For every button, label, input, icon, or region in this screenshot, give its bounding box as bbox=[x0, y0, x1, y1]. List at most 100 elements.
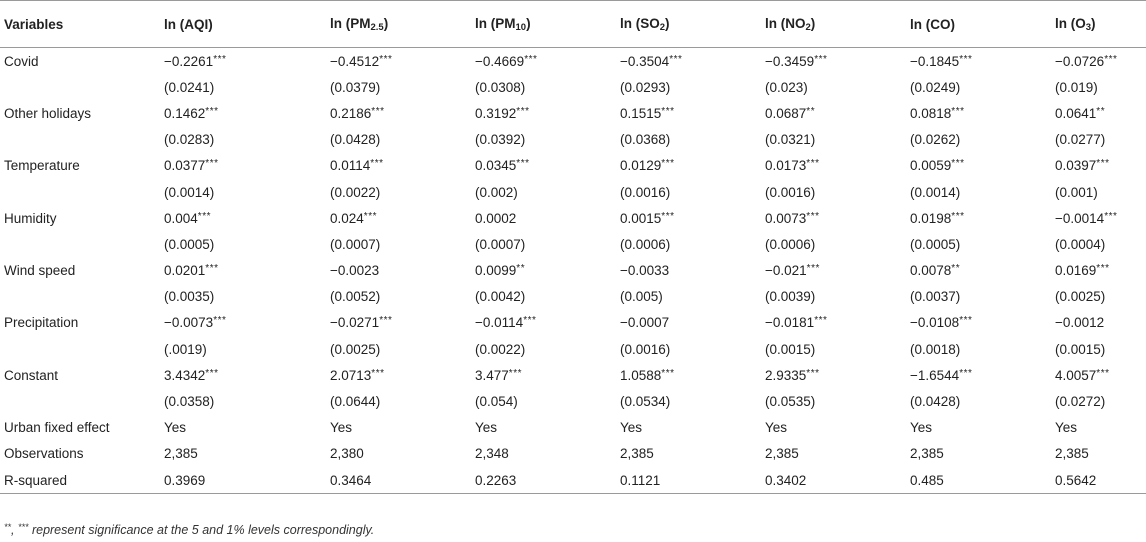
cell-value: Yes bbox=[164, 420, 187, 436]
table-cell: −0.1845*** bbox=[906, 48, 1051, 75]
row-label: Observations bbox=[4, 446, 84, 462]
table-cell: 0.0687** bbox=[761, 100, 906, 126]
table-cell: 3.4342*** bbox=[160, 362, 326, 388]
cell-value: (0.0535) bbox=[765, 394, 816, 410]
table-cell: 0.3464 bbox=[326, 467, 471, 495]
cell-value: 2.0713 bbox=[330, 367, 372, 383]
cell-value: 0.3192 bbox=[475, 105, 517, 121]
table-header: Variables ln (AQI) ln (PM2.5) ln (PM10) ln … bbox=[0, 0, 1146, 48]
cell-value: 0.0377 bbox=[164, 158, 206, 174]
table-body: Covid −0.2261*** −0.4512*** −0.4669*** −0.35… bbox=[0, 48, 1146, 495]
header-col-subscript: 2 bbox=[805, 21, 811, 33]
cell-value: (0.0277) bbox=[1055, 132, 1106, 148]
row-label: Humidity bbox=[4, 210, 57, 226]
standard-error-row: (0.0358) (0.0644) (0.054) (0.0534) (0.0535) (… bbox=[0, 388, 1146, 414]
cell-value: 0.0198 bbox=[910, 210, 952, 226]
significance-stars: *** bbox=[1104, 53, 1118, 65]
cell-value: (0.0368) bbox=[620, 132, 671, 148]
header-col-subscript: 2.5 bbox=[370, 21, 384, 33]
table-cell: (0.0272) bbox=[1051, 388, 1146, 414]
table-cell: Yes bbox=[471, 415, 616, 441]
cell-value: (0.0022) bbox=[330, 184, 381, 200]
table-row: Covid −0.2261*** −0.4512*** −0.4669*** −0.35… bbox=[0, 48, 1146, 75]
table-cell: −0.0012 bbox=[1051, 310, 1146, 336]
table-cell: (0.0308) bbox=[471, 74, 616, 100]
cell-value: 0.0002 bbox=[475, 210, 517, 226]
table-cell: 0.3402 bbox=[761, 467, 906, 495]
table-cell: (0.0368) bbox=[616, 127, 761, 153]
cell-value: 0.0173 bbox=[765, 158, 807, 174]
cell-value: 0.0687 bbox=[765, 105, 807, 121]
table-cell: (0.002) bbox=[471, 179, 616, 205]
cell-value: −0.4512 bbox=[330, 53, 380, 69]
table-cell: −0.021*** bbox=[761, 258, 906, 284]
table-cell: 0.2186*** bbox=[326, 100, 471, 126]
table-cell: (0.0277) bbox=[1051, 127, 1146, 153]
table-cell: (0.0042) bbox=[471, 284, 616, 310]
regression-table: Variables ln (AQI) ln (PM2.5) ln (PM10) ln … bbox=[0, 0, 1146, 495]
significance-stars: ** bbox=[1096, 105, 1106, 117]
table-cell: (0.0018) bbox=[906, 336, 1051, 362]
cell-value: (0.0272) bbox=[1055, 394, 1106, 410]
cell-value: 2,385 bbox=[1055, 446, 1089, 462]
cell-value: (0.0262) bbox=[910, 132, 961, 148]
table-cell: −0.3504*** bbox=[616, 48, 761, 75]
cell-value: (.0019) bbox=[164, 341, 207, 357]
table-cell: (0.0016) bbox=[616, 179, 761, 205]
table-cell: (0.0644) bbox=[326, 388, 471, 414]
table-cell: 2,380 bbox=[326, 441, 471, 467]
significance-stars: *** bbox=[371, 367, 385, 379]
significance-stars: *** bbox=[814, 53, 828, 65]
row-label bbox=[0, 284, 160, 310]
header-col-subscript: 3 bbox=[1085, 21, 1092, 33]
row-label: Covid bbox=[4, 53, 39, 69]
cell-value: (0.0052) bbox=[330, 289, 381, 305]
cell-value: (0.0025) bbox=[1055, 289, 1106, 305]
header-col-3: ln (PM10) bbox=[471, 0, 616, 48]
cell-value: 0.3402 bbox=[765, 472, 807, 488]
table-row: R-squared 0.3969 0.3464 0.2263 0.1121 0.3402 0… bbox=[0, 467, 1146, 495]
significance-stars: *** bbox=[213, 53, 227, 65]
cell-value: 3.4342 bbox=[164, 367, 206, 383]
table-cell: 0.1462*** bbox=[160, 100, 326, 126]
significance-stars: *** bbox=[524, 53, 538, 65]
row-label bbox=[0, 336, 160, 362]
table-cell: −0.0014*** bbox=[1051, 205, 1146, 231]
cell-value: (0.054) bbox=[475, 394, 518, 410]
cell-value: 0.0099 bbox=[475, 263, 517, 279]
table-cell: −0.4669*** bbox=[471, 48, 616, 75]
row-label bbox=[0, 74, 160, 100]
table-row: Urban fixed effect Yes Yes Yes Yes Yes Yes Yes bbox=[0, 415, 1146, 441]
header-col-6: ln (CO) bbox=[906, 0, 1051, 48]
standard-error-row: (0.0014) (0.0022) (0.002) (0.0016) (0.0016) (… bbox=[0, 179, 1146, 205]
table-cell: (0.054) bbox=[471, 388, 616, 414]
table-cell: 0.0002 bbox=[471, 205, 616, 231]
table-cell: (0.0025) bbox=[326, 336, 471, 362]
header-col-suffix: ) bbox=[1091, 15, 1096, 31]
cell-value: 0.0073 bbox=[765, 210, 807, 226]
cell-value: Yes bbox=[620, 420, 643, 436]
cell-value: −0.4669 bbox=[475, 53, 525, 69]
standard-error-row: (0.0005) (0.0007) (0.0007) (0.0006) (0.0006)… bbox=[0, 231, 1146, 257]
cell-value: −0.0023 bbox=[330, 263, 380, 279]
cell-value: (0.0007) bbox=[330, 236, 381, 252]
significance-stars: *** bbox=[213, 315, 227, 327]
cell-value: (0.0018) bbox=[910, 341, 961, 357]
cell-value: 2,385 bbox=[765, 446, 799, 462]
significance-stars: *** bbox=[370, 158, 384, 170]
cell-value: (0.019) bbox=[1055, 79, 1098, 95]
table-cell: 0.0345*** bbox=[471, 153, 616, 179]
cell-value: −0.1845 bbox=[910, 53, 960, 69]
cell-value: 0.0169 bbox=[1055, 263, 1097, 279]
table-cell: (0.0015) bbox=[1051, 336, 1146, 362]
cell-value: (0.0014) bbox=[164, 184, 215, 200]
significance-stars: *** bbox=[1096, 263, 1110, 275]
significance-stars: *** bbox=[1096, 367, 1110, 379]
table-cell: (0.001) bbox=[1051, 179, 1146, 205]
table-cell: 0.004*** bbox=[160, 205, 326, 231]
significance-stars: *** bbox=[508, 367, 522, 379]
table-cell: 0.0201*** bbox=[160, 258, 326, 284]
cell-value: 0.0641 bbox=[1055, 105, 1097, 121]
cell-value: 0.0397 bbox=[1055, 158, 1097, 174]
significance-stars: *** bbox=[951, 105, 965, 117]
